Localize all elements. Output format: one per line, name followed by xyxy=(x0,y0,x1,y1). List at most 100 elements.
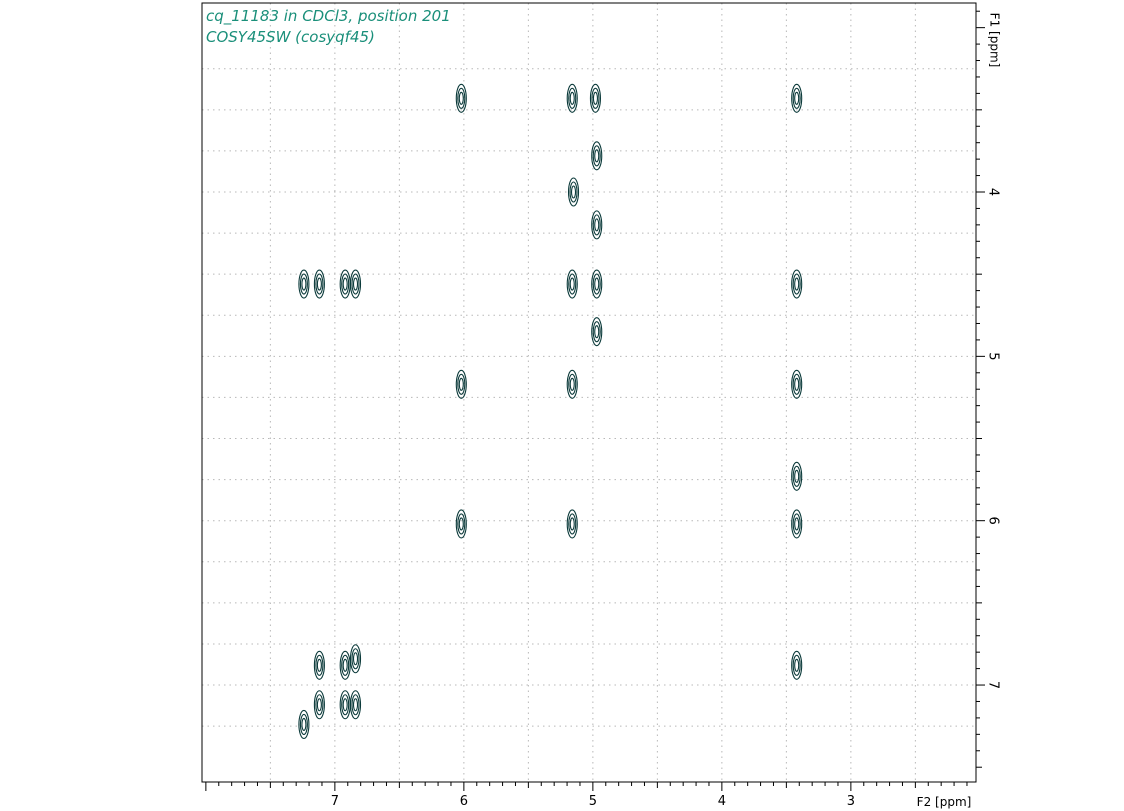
contour-line xyxy=(458,377,464,391)
contour-peak xyxy=(566,83,578,113)
x-axis-label: F2 [ppm] xyxy=(917,795,972,809)
contour-line xyxy=(341,273,350,295)
experiment-title: COSY45SW (cosyqf45) xyxy=(206,28,375,46)
contour-line xyxy=(594,325,600,339)
contour-line xyxy=(591,317,603,347)
contour-line xyxy=(352,652,359,666)
contour-peak xyxy=(339,269,351,299)
contour-line xyxy=(570,185,577,199)
contour-line xyxy=(592,321,601,343)
contour-peaks xyxy=(298,83,803,740)
y-axis-label: F1 [ppm] xyxy=(988,13,1002,68)
contour-line xyxy=(592,273,601,295)
contour-peak xyxy=(791,269,803,299)
contour-line xyxy=(315,273,324,295)
contour-line xyxy=(791,650,803,680)
x-tick-label: 3 xyxy=(847,794,855,809)
contour-line xyxy=(568,273,577,295)
y-tick-label: 5 xyxy=(986,352,1001,360)
contour-line xyxy=(455,83,467,113)
contour-peak xyxy=(791,509,803,539)
contour-line xyxy=(299,273,308,295)
contour-line xyxy=(301,277,307,291)
contour-peak xyxy=(313,269,325,299)
contour-line xyxy=(316,658,322,672)
contour-peak xyxy=(455,509,467,539)
y-tick-label: 7 xyxy=(986,681,1001,689)
contour-line xyxy=(594,149,600,163)
contour-line xyxy=(316,277,322,291)
contour-line xyxy=(791,509,803,539)
contour-peak xyxy=(339,690,351,720)
contour-peak xyxy=(298,269,310,299)
contour-line xyxy=(298,709,310,740)
contour-line xyxy=(592,91,599,105)
contour-line xyxy=(794,658,800,672)
contour-line xyxy=(351,273,360,295)
contour-line xyxy=(339,650,351,680)
contour-line xyxy=(569,377,575,391)
contour-line xyxy=(569,517,575,531)
contour-line xyxy=(591,210,603,240)
plot-frame xyxy=(201,2,977,783)
contour-line xyxy=(591,269,603,299)
contour-line xyxy=(591,141,603,171)
contour-peak xyxy=(589,83,602,113)
contour-peak xyxy=(349,690,362,720)
contour-line xyxy=(791,83,803,113)
y-tick-label: 6 xyxy=(986,517,1001,525)
contour-peak xyxy=(566,369,578,399)
contour-peak xyxy=(298,709,310,740)
x-tick-label: 4 xyxy=(718,794,726,809)
contour-line xyxy=(792,373,801,395)
contour-line xyxy=(792,273,801,295)
contour-line xyxy=(566,369,578,399)
contour-line xyxy=(457,513,466,535)
contour-peak xyxy=(591,317,603,347)
contour-peak xyxy=(455,83,467,113)
contour-line xyxy=(566,509,578,539)
contour-line xyxy=(349,644,362,674)
contour-line xyxy=(455,509,467,539)
contour-line xyxy=(351,694,360,716)
contour-peak xyxy=(349,644,362,674)
contour-line xyxy=(458,91,464,105)
contour-line xyxy=(567,177,580,207)
x-tick-label: 6 xyxy=(460,794,468,809)
spectrum-title: cq_11183 in CDCl3, position 201 xyxy=(206,7,451,26)
grid-lines xyxy=(202,3,976,782)
contour-peak xyxy=(591,141,603,171)
y-tick-label: 4 xyxy=(986,188,1001,196)
contour-line xyxy=(566,83,578,113)
contour-line xyxy=(569,277,575,291)
contour-line xyxy=(792,513,801,535)
contour-line xyxy=(792,465,801,487)
contour-line xyxy=(458,517,464,531)
contour-peak xyxy=(791,650,803,680)
contour-peak xyxy=(791,369,803,399)
contour-line xyxy=(589,83,602,113)
contour-line xyxy=(351,648,360,670)
contour-line xyxy=(568,87,577,109)
contour-peak xyxy=(339,650,351,680)
contour-line xyxy=(794,277,800,291)
contour-line xyxy=(349,269,362,299)
contour-line xyxy=(352,277,359,291)
contour-line xyxy=(792,654,801,676)
contour-line xyxy=(591,87,600,109)
contour-line xyxy=(791,369,803,399)
contour-peak xyxy=(591,210,603,240)
contour-line xyxy=(341,654,350,676)
contour-peak xyxy=(349,269,362,299)
contour-peak xyxy=(566,269,578,299)
contour-line xyxy=(794,377,800,391)
contour-line xyxy=(313,650,325,680)
contour-peak xyxy=(567,177,580,207)
contour-line xyxy=(342,658,348,672)
contour-peak xyxy=(566,509,578,539)
contour-line xyxy=(791,461,803,491)
contour-line xyxy=(594,218,600,232)
contour-line xyxy=(594,277,600,291)
axes: 7 6 5 4 3 F2 [ppm] 4 5 6 7 F1 [ppm] xyxy=(205,10,1002,809)
